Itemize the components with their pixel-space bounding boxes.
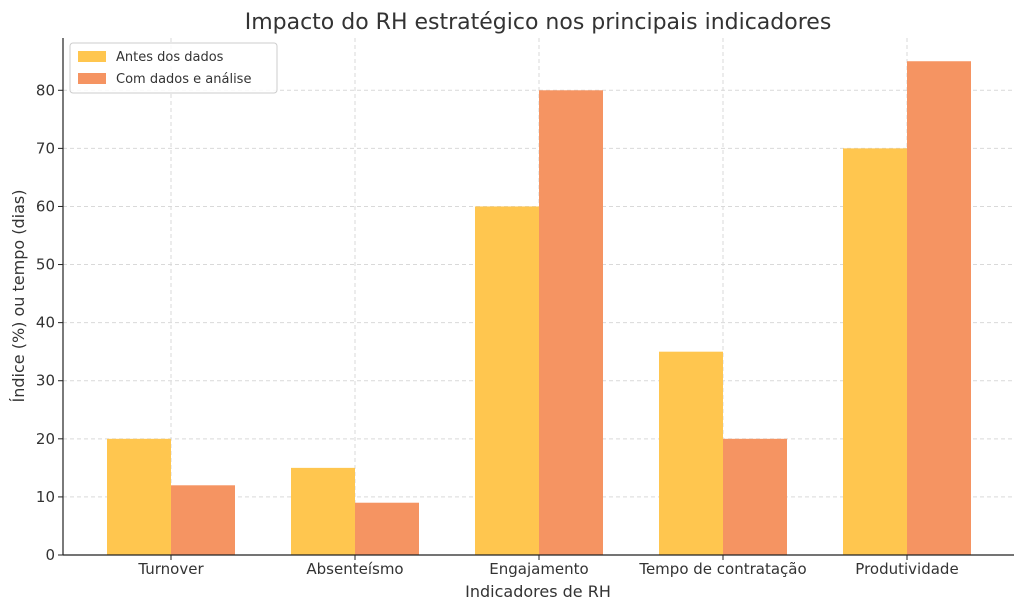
bar-antes-0 xyxy=(107,438,171,555)
x-axis-label: Indicadores de RH xyxy=(465,582,611,601)
bar-com-dados-2 xyxy=(539,90,603,556)
y-tick-label: 30 xyxy=(36,372,55,390)
bars xyxy=(107,61,971,556)
chart-title: Impacto do RH estratégico nos principais… xyxy=(245,10,832,35)
y-tick-labels: 0 10 20 30 40 50 60 70 80 xyxy=(36,81,63,564)
x-tick-label: Engajamento xyxy=(489,560,588,578)
x-tick-labels: Turnover Absenteísmo Engajamento Tempo de c… xyxy=(137,555,959,578)
bar-antes-2 xyxy=(475,206,539,555)
bar-com-dados-1 xyxy=(355,502,419,555)
legend-swatch xyxy=(78,73,106,84)
bar-antes-3 xyxy=(659,351,723,555)
y-axis-label: Índice (%) ou tempo (dias) xyxy=(9,190,28,403)
y-tick-label: 10 xyxy=(36,488,55,506)
legend: Antes dos dados Com dados e análise xyxy=(69,42,278,94)
y-tick-label: 60 xyxy=(36,197,55,215)
x-tick-label: Tempo de contratação xyxy=(638,560,806,578)
legend-label: Antes dos dados xyxy=(116,50,224,65)
bar-com-dados-0 xyxy=(171,485,235,555)
bar-com-dados-4 xyxy=(907,61,971,555)
bar-antes-4 xyxy=(843,148,907,555)
y-tick-label: 50 xyxy=(36,256,55,274)
y-tick-label: 0 xyxy=(45,546,55,564)
bar-com-dados-3 xyxy=(723,438,787,555)
x-tick-label: Turnover xyxy=(137,560,204,578)
y-tick-label: 40 xyxy=(36,314,55,332)
y-tick-label: 80 xyxy=(36,81,55,99)
legend-label: Com dados e análise xyxy=(116,72,251,87)
bar-antes-1 xyxy=(291,467,355,555)
legend-swatch xyxy=(78,51,106,62)
x-tick-label: Absenteísmo xyxy=(306,560,403,578)
y-tick-label: 70 xyxy=(36,139,55,157)
legend-box xyxy=(69,42,278,94)
y-tick-label: 20 xyxy=(36,430,55,448)
x-tick-label: Produtividade xyxy=(855,560,958,578)
